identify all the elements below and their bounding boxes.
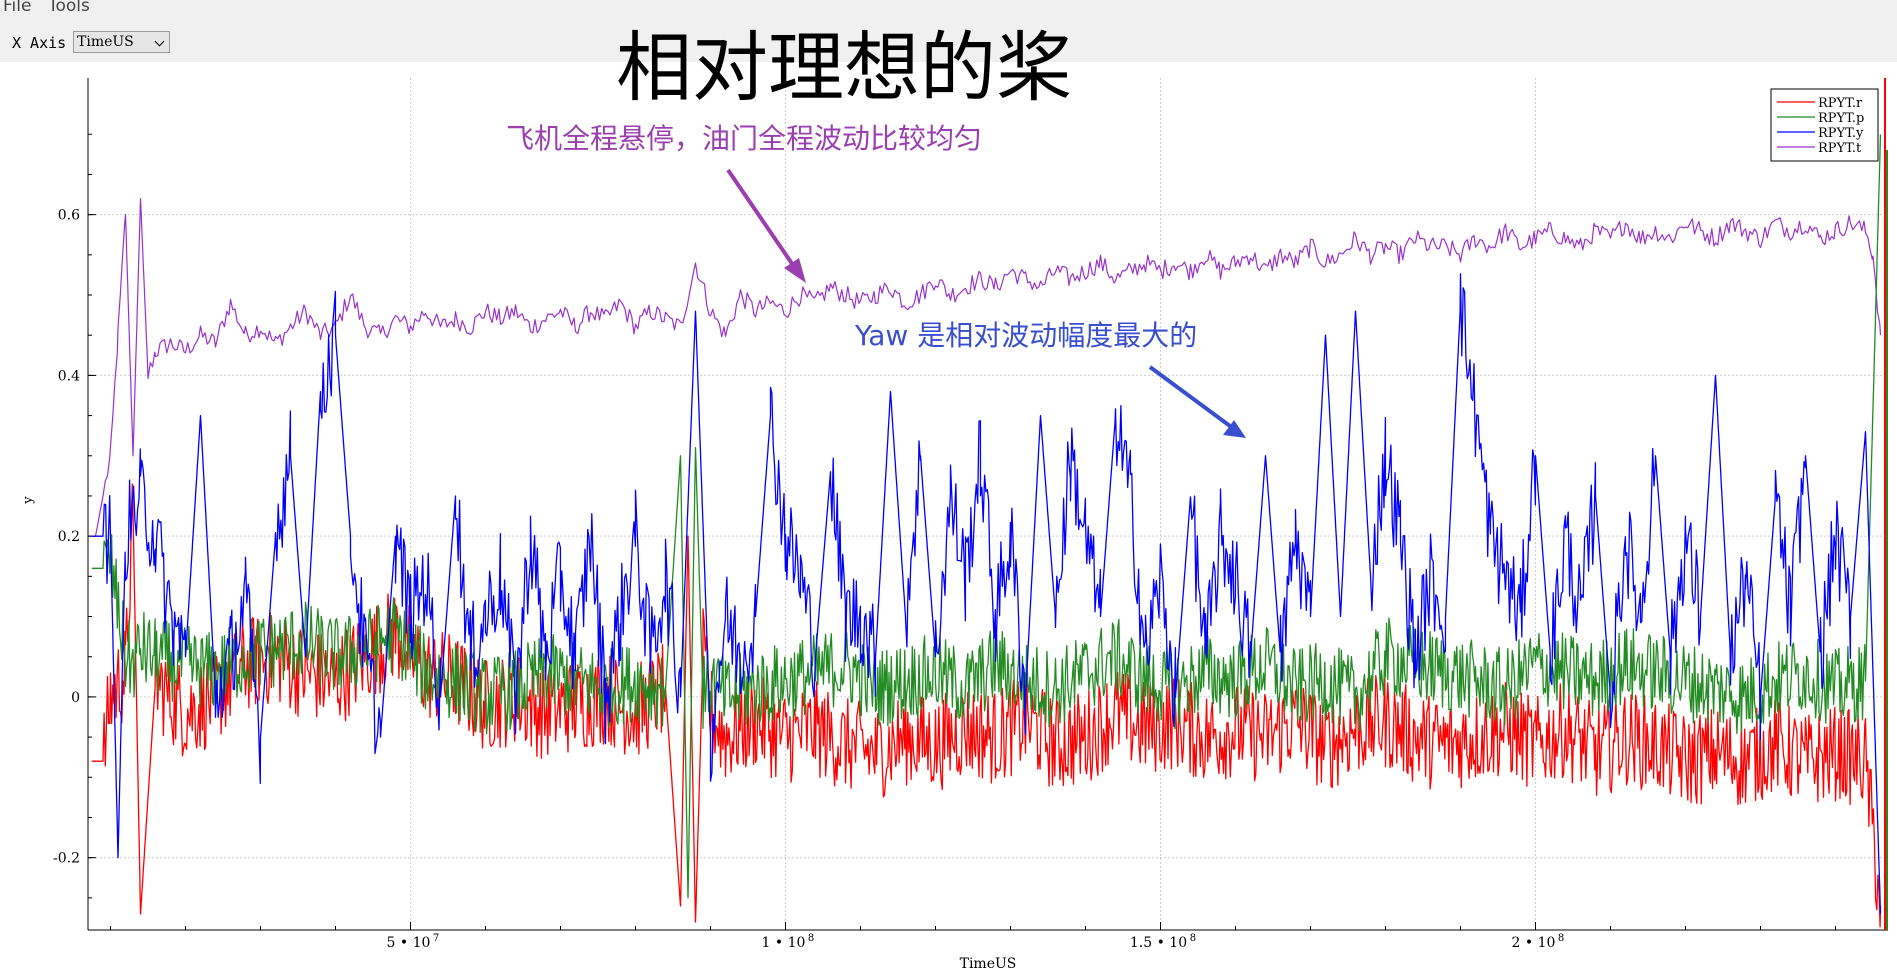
legend-label: RPYT.r (1818, 96, 1863, 111)
chart-title: 相对理想的桨 (616, 23, 1072, 112)
series-line-p (91, 134, 1882, 899)
y-tick-label: 0.4 (58, 368, 80, 384)
x-tick-label: 2 • 10 (1512, 935, 1556, 951)
x-tick-label: 5 • 10 (387, 935, 431, 951)
x-tick-label: 1 • 10 (762, 935, 806, 951)
legend-label: RPYT.p (1818, 111, 1864, 126)
x-axis-title: TimeUS (960, 956, 1017, 972)
x-axis-label: X Axis (12, 34, 67, 52)
y-tick-label: -0.2 (53, 851, 80, 867)
x-axis-select[interactable]: TimeUS (73, 31, 170, 53)
series-line-y (91, 273, 1882, 914)
y-tick-label: 0 (71, 690, 80, 706)
menu-tools[interactable]: Tools (48, 0, 90, 16)
x-tick-exponent: 8 (1558, 933, 1564, 944)
x-tick-exponent: 8 (808, 933, 814, 944)
annotation-arrowhead-yaw (1223, 420, 1246, 438)
legend-label: RPYT.t (1818, 141, 1862, 156)
annotation-arrow-throttle (726, 168, 797, 270)
x-tick-label: 1.5 • 10 (1130, 935, 1187, 951)
series-line-r (91, 483, 1882, 928)
menu-bar: File Tools (0, 0, 1897, 20)
x-axis-select-value: TimeUS (77, 34, 134, 50)
x-tick-exponent: 7 (433, 933, 439, 944)
annotation-yaw: Yaw 是相对波动幅度最大的 (854, 319, 1197, 352)
x-tick-exponent: 8 (1190, 933, 1196, 944)
menu-file[interactable]: File (3, 0, 32, 16)
y-tick-label: 0.2 (58, 529, 80, 545)
legend-box (1770, 88, 1879, 162)
annotation-arrowhead-throttle (784, 258, 806, 283)
annotation-throttle: 飞机全程悬停，油门全程波动比较均匀 (506, 122, 982, 155)
legend-label: RPYT.y (1818, 126, 1864, 141)
annotation-arrow-yaw (1148, 365, 1232, 428)
y-axis-title: y (21, 496, 36, 505)
y-tick-label: 0.6 (58, 208, 80, 224)
series-line-t (91, 198, 1882, 537)
toolbar: X Axis TimeUS (0, 20, 1897, 62)
